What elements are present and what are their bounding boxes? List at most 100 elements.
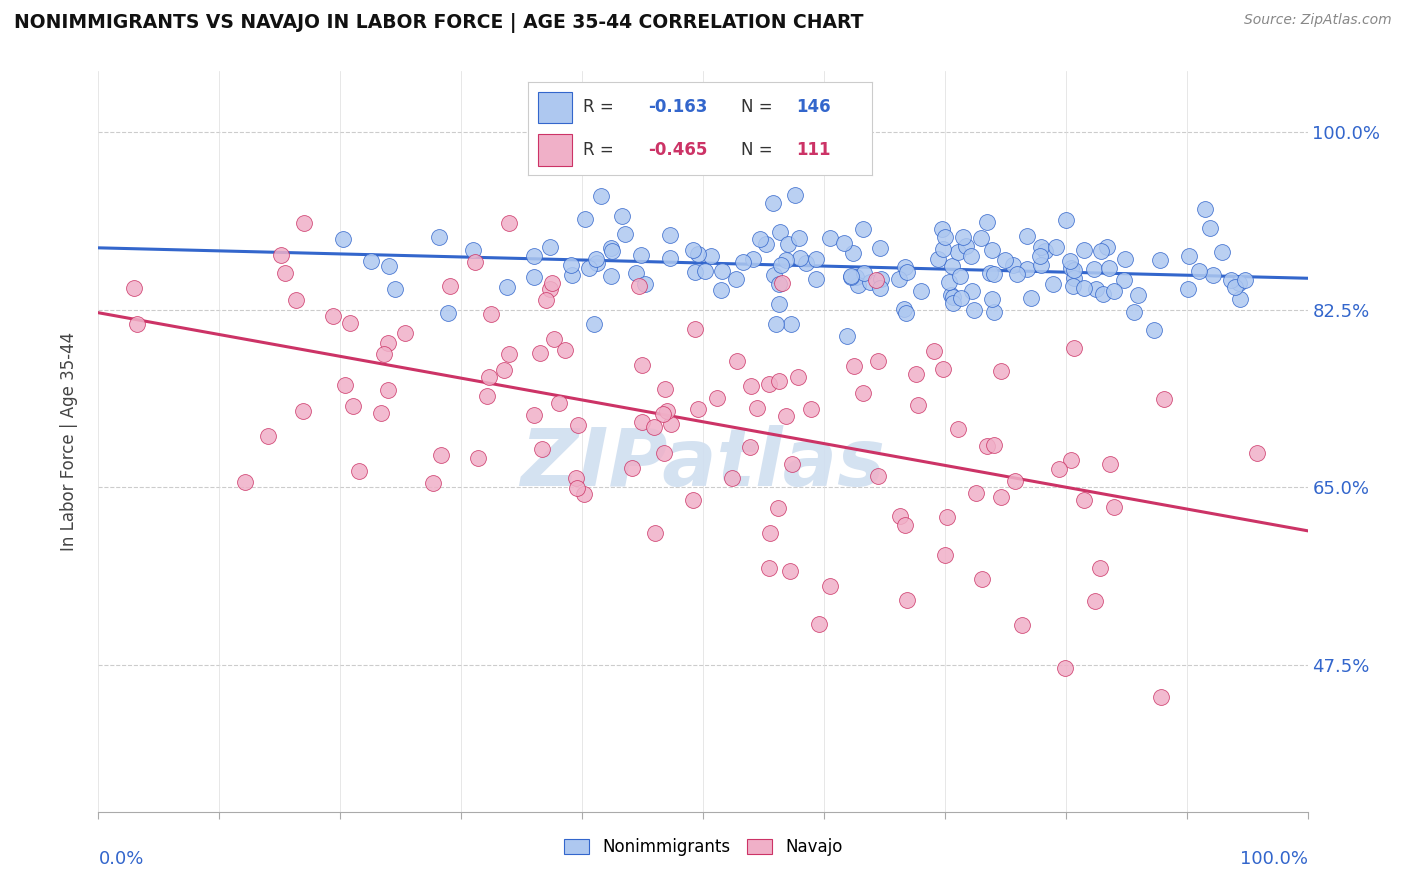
Point (600, 268, 623, 283)
Point (976, 215, 998, 229)
Point (852, 267, 875, 281)
Point (963, 302, 986, 317)
Point (804, 252, 827, 266)
Point (960, 284, 983, 298)
Point (1005, 267, 1028, 281)
Point (980, 292, 1002, 306)
Point (1060, 453, 1083, 467)
Point (993, 253, 1015, 268)
Point (651, 407, 673, 421)
Point (370, 406, 392, 420)
Point (634, 277, 657, 291)
Point (852, 386, 875, 401)
Point (1029, 258, 1052, 272)
Text: ZIPatlas: ZIPatlas (520, 425, 886, 503)
Point (464, 255, 486, 269)
Point (1084, 593, 1107, 607)
Point (1062, 279, 1084, 293)
Point (1063, 341, 1085, 355)
Point (758, 377, 780, 392)
Point (652, 446, 675, 460)
Point (1073, 280, 1095, 294)
Y-axis label: In Labor Force | Age 35-44: In Labor Force | Age 35-44 (59, 332, 77, 551)
Point (467, 450, 489, 465)
Point (841, 268, 863, 283)
Point (981, 243, 1004, 257)
Point (292, 217, 315, 231)
Point (775, 253, 797, 268)
Point (658, 251, 681, 265)
Point (360, 253, 382, 268)
Point (740, 378, 762, 392)
Point (835, 329, 858, 343)
Point (1088, 561, 1111, 575)
Point (934, 548, 956, 562)
Point (257, 429, 280, 443)
Point (706, 391, 728, 405)
Point (851, 221, 873, 235)
Point (1033, 244, 1056, 258)
Point (1149, 253, 1171, 268)
Point (782, 457, 804, 471)
Point (589, 189, 612, 203)
Point (893, 301, 915, 316)
Point (377, 383, 399, 397)
Point (322, 310, 344, 324)
Point (762, 196, 785, 211)
Point (965, 486, 987, 500)
Point (332, 232, 354, 246)
Point (693, 264, 716, 278)
Point (783, 187, 806, 202)
Point (586, 255, 609, 269)
Point (1045, 240, 1067, 254)
Point (547, 396, 569, 410)
Point (789, 251, 811, 265)
Point (896, 593, 918, 607)
Point (1219, 273, 1241, 287)
Point (846, 278, 869, 293)
Point (1047, 462, 1070, 476)
Point (654, 382, 676, 396)
Point (1229, 292, 1251, 306)
Point (770, 258, 793, 272)
Point (922, 344, 945, 359)
Point (1098, 260, 1121, 275)
Point (1073, 492, 1095, 507)
Point (1091, 287, 1114, 301)
Point (1073, 243, 1095, 257)
Point (658, 227, 681, 242)
Point (983, 268, 1005, 282)
Point (976, 438, 998, 452)
Point (574, 212, 596, 227)
Point (1104, 500, 1126, 515)
Point (498, 347, 520, 361)
Point (1229, 276, 1251, 290)
Point (1004, 474, 1026, 488)
Point (565, 481, 588, 495)
Point (769, 225, 792, 239)
Point (907, 398, 929, 412)
Point (731, 255, 754, 269)
Point (339, 316, 361, 330)
Point (1177, 282, 1199, 296)
Point (1053, 660, 1076, 674)
Point (896, 306, 918, 320)
Point (582, 317, 605, 331)
Point (567, 418, 589, 433)
Text: 100.0%: 100.0% (1240, 850, 1308, 868)
Point (659, 417, 682, 431)
Point (710, 283, 733, 297)
Point (686, 246, 709, 260)
Point (768, 296, 790, 310)
Point (990, 364, 1012, 378)
Point (931, 222, 953, 236)
Point (540, 277, 562, 291)
Point (1029, 240, 1052, 254)
Point (942, 290, 965, 304)
Point (1063, 263, 1085, 277)
Point (770, 276, 793, 290)
Point (495, 280, 517, 294)
Point (1211, 244, 1233, 259)
Point (561, 268, 583, 282)
Point (952, 230, 974, 244)
